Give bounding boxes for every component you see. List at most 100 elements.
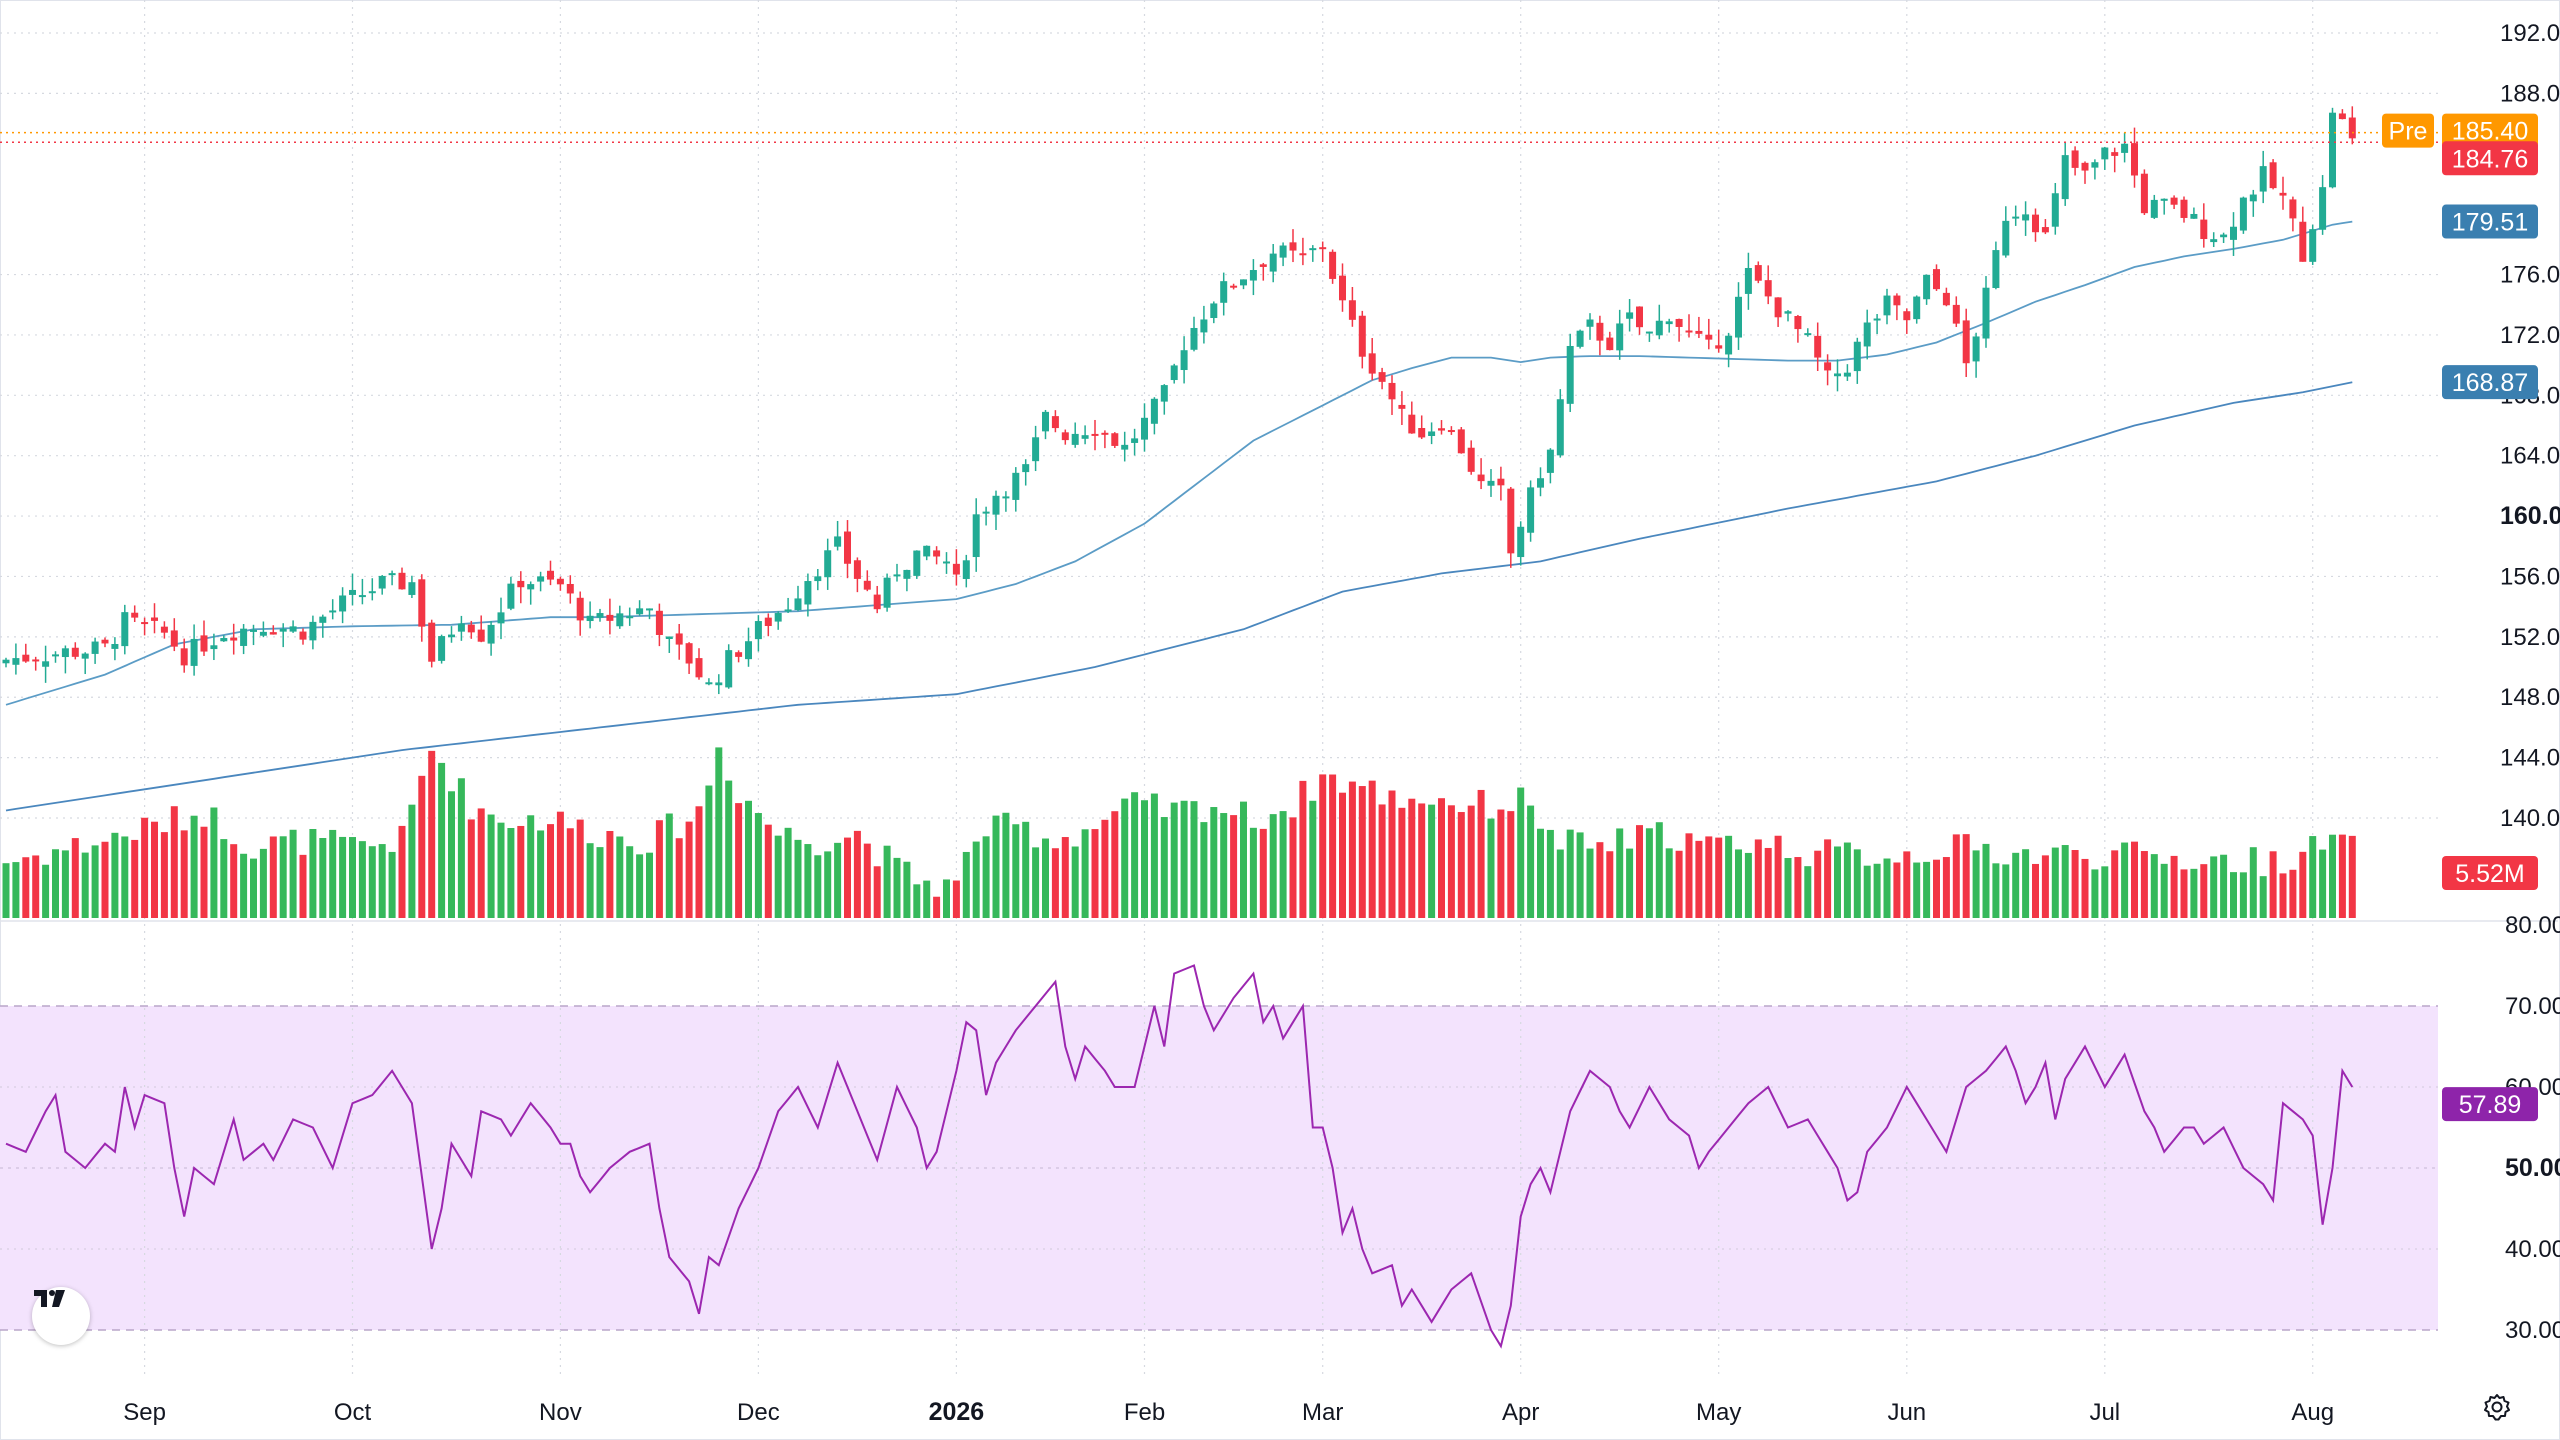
volume-bar [1982, 843, 1990, 918]
volume-badge: 5.52M [2442, 856, 2538, 890]
candle-body [1418, 428, 1426, 438]
volume-bar [2081, 858, 2089, 918]
volume-bar [2051, 847, 2059, 918]
candle-body [1150, 398, 1158, 424]
candle-body [1655, 320, 1663, 336]
volume-bar [992, 815, 1000, 918]
candle-body [1814, 335, 1822, 358]
candle-body [517, 580, 525, 588]
volume-bar [2091, 869, 2099, 918]
candle-body [220, 638, 228, 642]
candle-body [388, 573, 396, 576]
volume-bar [2170, 855, 2178, 918]
volume-bar [1744, 852, 1752, 918]
volume-bar [2200, 864, 2208, 918]
candle-body [1299, 253, 1307, 256]
candle-body [1210, 303, 1218, 319]
volume-bar [1319, 774, 1327, 918]
volume-bar [933, 896, 941, 918]
candle-body [1556, 399, 1564, 456]
volume-bar [556, 811, 564, 918]
volume-bar [1735, 849, 1742, 918]
candle-body [230, 637, 238, 641]
pre-label-badge-text: Pre [2389, 118, 2428, 146]
candle-body [1566, 345, 1574, 404]
candle-body [1942, 292, 1950, 306]
candle-body [467, 624, 475, 633]
candle-body [2170, 197, 2178, 205]
tradingview-logo[interactable] [32, 1287, 90, 1345]
price-tick-label: 156.00 [2500, 563, 2560, 590]
candle-body [1378, 372, 1386, 382]
candle-body [1913, 296, 1921, 320]
volume-bar [883, 845, 891, 918]
candle-body [200, 635, 208, 652]
volume-bar [1051, 848, 1059, 918]
volume-bar [1933, 859, 1940, 918]
volume-bar [2121, 842, 2129, 918]
volume-bar [1220, 813, 1228, 918]
volume-bar [1586, 848, 1594, 918]
price-tick-label: 164.00 [2500, 443, 2560, 470]
volume-bar [1160, 817, 1168, 918]
candle-body [1774, 297, 1782, 318]
volume-bar [705, 785, 713, 918]
candle-body [1517, 526, 1525, 558]
candle-body [1091, 433, 1099, 436]
candle-body [715, 682, 723, 686]
candle-body [2348, 117, 2356, 139]
candle-body [1853, 341, 1861, 372]
candle-body [1388, 382, 1396, 400]
candle-body [2180, 199, 2188, 218]
volume-bar [2131, 841, 2138, 918]
volume-bar [2289, 869, 2297, 918]
candle-body [1834, 373, 1841, 377]
candle-body [2200, 219, 2208, 240]
candle-body [358, 595, 366, 598]
candle-body [784, 609, 792, 612]
gear-icon[interactable] [2482, 1392, 2512, 1422]
candle-body [418, 579, 426, 627]
candle-body [853, 560, 861, 579]
candle-body [1032, 437, 1040, 462]
candle-body [626, 616, 634, 619]
volume-bar [408, 804, 416, 918]
volume-bar [1843, 842, 1851, 918]
candle-body [685, 643, 693, 664]
volume-bar [1042, 838, 1049, 918]
volume-bar [1962, 834, 1970, 918]
volume-bar [2002, 864, 2010, 918]
candle-body [299, 631, 307, 640]
candle-body [2081, 162, 2089, 171]
volume-bar [1913, 862, 1921, 918]
volume-bar [378, 844, 386, 918]
candle-body [1368, 353, 1376, 374]
candle-body [1705, 334, 1713, 340]
candle-body [309, 621, 317, 641]
price-lines [0, 131, 2438, 144]
volume-bar [2022, 849, 2030, 918]
volume-bar [2101, 866, 2109, 918]
candle-body [2140, 173, 2148, 214]
price-tick-label: 140.00 [2500, 805, 2560, 832]
volume-bar [1071, 846, 1079, 918]
volume-bar [616, 836, 624, 918]
candle-body [2329, 112, 2336, 188]
volume-bar [200, 826, 208, 918]
candle-body [883, 577, 891, 608]
candle-body [1289, 242, 1297, 251]
candle-body [1824, 362, 1832, 371]
volume-bar [1150, 793, 1158, 918]
volume-bar [1309, 800, 1317, 918]
candle-body [2210, 239, 2218, 243]
candle-body [210, 645, 218, 650]
volume-bar [398, 825, 406, 918]
candle-body [428, 622, 436, 662]
candle-body [1309, 248, 1317, 251]
candle-body [1428, 431, 1436, 436]
candle-body [12, 658, 20, 665]
volume-bar [1249, 827, 1257, 918]
grid-layer [0, 0, 2558, 1378]
volume-bar [2150, 854, 2158, 918]
